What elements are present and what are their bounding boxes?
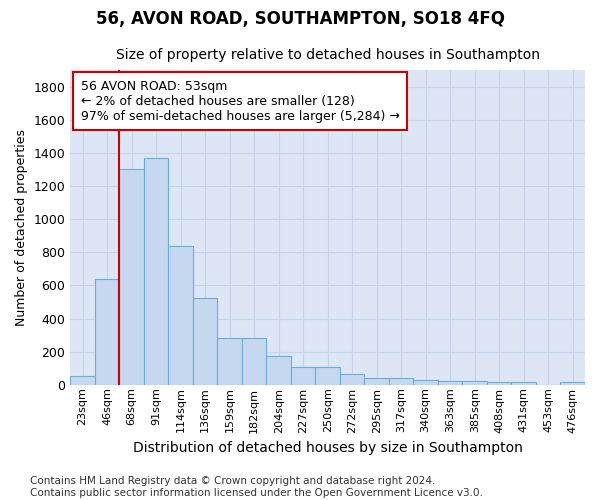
Bar bbox=[70, 376, 95, 385]
Bar bbox=[463, 382, 487, 385]
Bar bbox=[169, 246, 193, 385]
Bar bbox=[242, 338, 266, 385]
Bar bbox=[193, 298, 217, 385]
Bar bbox=[340, 374, 364, 385]
Y-axis label: Number of detached properties: Number of detached properties bbox=[15, 129, 28, 326]
Text: 56, AVON ROAD, SOUTHAMPTON, SO18 4FQ: 56, AVON ROAD, SOUTHAMPTON, SO18 4FQ bbox=[95, 10, 505, 28]
Bar bbox=[511, 382, 536, 385]
Bar bbox=[413, 380, 438, 385]
Bar bbox=[389, 378, 413, 385]
Bar bbox=[364, 378, 389, 385]
Bar bbox=[144, 158, 169, 385]
Bar bbox=[119, 168, 144, 385]
Bar bbox=[291, 368, 316, 385]
Bar bbox=[560, 382, 585, 385]
Text: 56 AVON ROAD: 53sqm
← 2% of detached houses are smaller (128)
97% of semi-detach: 56 AVON ROAD: 53sqm ← 2% of detached hou… bbox=[80, 80, 400, 122]
Bar bbox=[316, 368, 340, 385]
Bar bbox=[266, 356, 291, 385]
Title: Size of property relative to detached houses in Southampton: Size of property relative to detached ho… bbox=[116, 48, 539, 62]
Bar bbox=[95, 279, 119, 385]
Bar bbox=[487, 382, 511, 385]
X-axis label: Distribution of detached houses by size in Southampton: Distribution of detached houses by size … bbox=[133, 441, 523, 455]
Bar bbox=[438, 382, 463, 385]
Text: Contains HM Land Registry data © Crown copyright and database right 2024.
Contai: Contains HM Land Registry data © Crown c… bbox=[30, 476, 483, 498]
Bar bbox=[217, 338, 242, 385]
